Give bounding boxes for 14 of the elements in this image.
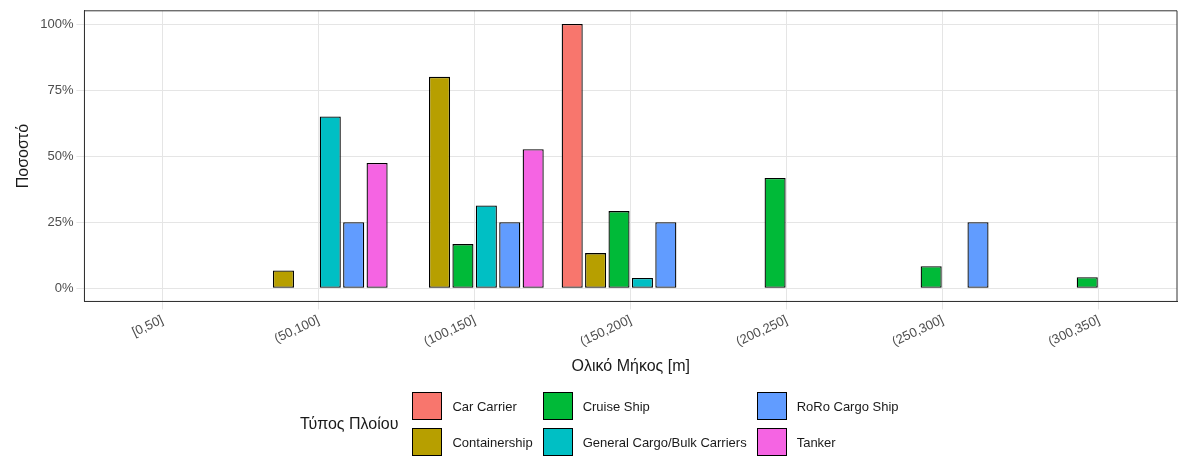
y-tick-label: 25% [47,213,74,229]
legend-title: Τύπος Πλοίου [300,415,399,433]
legend-label: Containership [452,434,533,450]
y-axis-title: Ποσοστό [14,123,32,189]
legend-label: Car Carrier [452,398,517,414]
legend-label: Tanker [796,434,836,450]
legend-label: RoRo Cargo Ship [796,398,899,414]
y-tick-label: 0% [54,279,74,295]
y-tick-label: 100% [40,15,74,31]
x-axis-title: Ολικό Μήκος [m] [571,356,690,374]
y-tick-label: 50% [47,147,74,163]
legend-label: General Cargo/Bulk Carriers [582,434,747,450]
y-tick-label: 75% [47,81,74,97]
legend-label: Cruise Ship [582,398,650,414]
